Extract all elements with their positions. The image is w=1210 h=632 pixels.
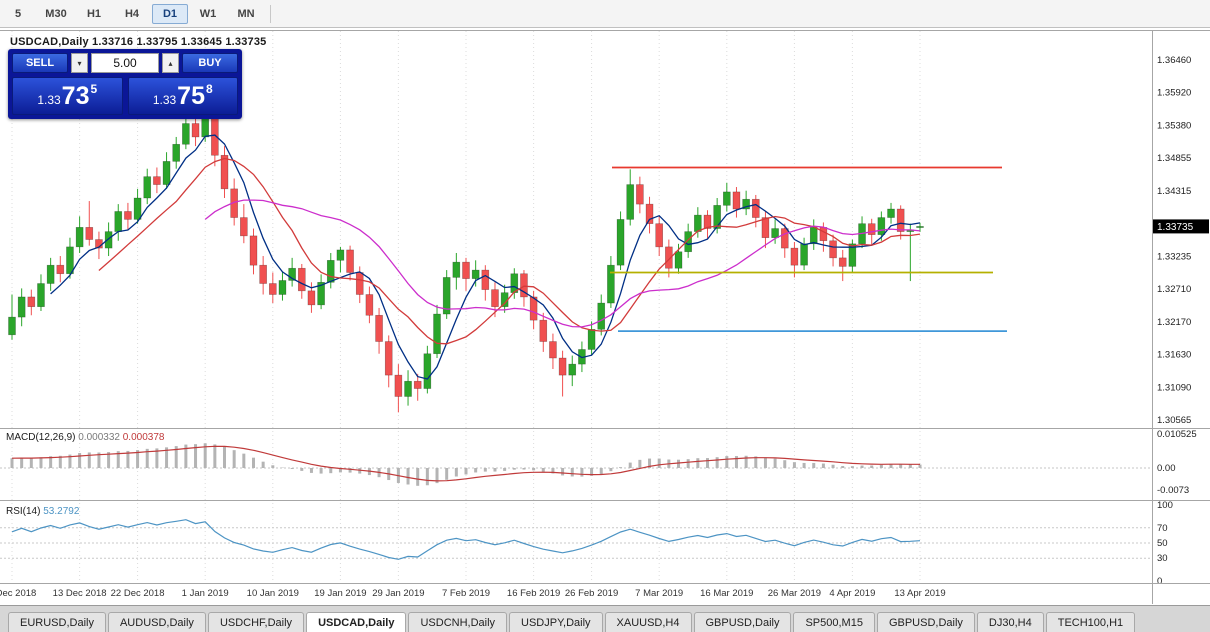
rsi-axis-label: 100 bbox=[1157, 500, 1173, 511]
buy-price-button[interactable]: 1.33 75 8 bbox=[127, 77, 238, 115]
chart-grid bbox=[11, 31, 921, 583]
chart-tab-gbpusd-daily[interactable]: GBPUSD,Daily bbox=[693, 612, 792, 632]
svg-text:1.33735: 1.33735 bbox=[1157, 222, 1194, 233]
macd-label: MACD(12,26,9) 0.000332 0.000378 bbox=[6, 432, 165, 443]
trade-controls-row: SELL ▾ 5.00 ▴ BUY bbox=[12, 53, 238, 73]
svg-text:13 Apr 2019: 13 Apr 2019 bbox=[894, 588, 945, 599]
sell-price-big-digits: 73 bbox=[61, 81, 90, 110]
chart-tab-xauusd-h4[interactable]: XAUUSD,H4 bbox=[604, 612, 692, 632]
timeframe-button-h1[interactable]: H1 bbox=[86, 7, 102, 20]
svg-text:1.33235: 1.33235 bbox=[1157, 251, 1191, 262]
timeframe-button-m30[interactable]: M30 bbox=[45, 7, 67, 20]
svg-text:13 Dec 2018: 13 Dec 2018 bbox=[53, 588, 107, 599]
rsi-line bbox=[11, 519, 921, 560]
rsi-axis-label: 70 bbox=[1157, 523, 1168, 534]
macd-axis-label: -0.0073 bbox=[1157, 485, 1189, 496]
toolbar-separator bbox=[270, 4, 271, 23]
svg-text:1.35380: 1.35380 bbox=[1157, 120, 1191, 131]
chart-tab-usdjpy-daily[interactable]: USDJPY,Daily bbox=[509, 612, 603, 632]
chart-tab-usdcad-daily[interactable]: USDCAD,Daily bbox=[306, 612, 407, 632]
svg-text:7 Feb 2019: 7 Feb 2019 bbox=[442, 588, 490, 599]
chevron-up-icon: ▴ bbox=[168, 58, 173, 68]
chart-canvas[interactable]: 1.364601.359201.353801.348551.343151.337… bbox=[0, 28, 1210, 605]
svg-text:1.34315: 1.34315 bbox=[1157, 186, 1191, 197]
svg-text:26 Mar 2019: 26 Mar 2019 bbox=[768, 588, 821, 599]
sell-button[interactable]: SELL bbox=[12, 53, 68, 73]
timeframe-button-d1[interactable]: D1 bbox=[152, 3, 188, 24]
svg-text:1.31630: 1.31630 bbox=[1157, 350, 1191, 361]
rsi-axis-label: 0 bbox=[1157, 576, 1162, 587]
svg-text:22 Dec 2018: 22 Dec 2018 bbox=[111, 588, 165, 599]
sell-price-button[interactable]: 1.33 73 5 bbox=[12, 77, 123, 115]
current-price-tag: 1.33735 bbox=[1153, 219, 1209, 234]
svg-text:1.36460: 1.36460 bbox=[1157, 55, 1191, 66]
svg-text:10 Jan 2019: 10 Jan 2019 bbox=[247, 588, 299, 599]
moving-average-line bbox=[50, 134, 921, 380]
macd-axis-label: 0.00 bbox=[1157, 463, 1176, 474]
chart-tab-eurusd-daily[interactable]: EURUSD,Daily bbox=[8, 612, 106, 632]
macd-signal-line bbox=[11, 445, 920, 482]
volume-decrease-button[interactable]: ▾ bbox=[71, 53, 88, 73]
chart-tab-sp500-m15[interactable]: SP500,M15 bbox=[793, 612, 875, 632]
moving-average-line bbox=[98, 157, 921, 345]
trade-prices-row: 1.33 73 5 1.33 75 8 bbox=[12, 77, 238, 115]
sell-price-pip-digit: 5 bbox=[90, 82, 98, 96]
svg-text:29 Jan 2019: 29 Jan 2019 bbox=[372, 588, 424, 599]
svg-text:26 Feb 2019: 26 Feb 2019 bbox=[565, 588, 618, 599]
sell-price-prefix: 1.33 bbox=[37, 93, 61, 107]
chart-tab-gbpusd-daily[interactable]: GBPUSD,Daily bbox=[876, 612, 975, 632]
rsi-axis-label: 30 bbox=[1157, 553, 1168, 564]
svg-text:7 Mar 2019: 7 Mar 2019 bbox=[635, 588, 683, 599]
candlestick-layer bbox=[8, 106, 924, 413]
macd-axis-label: 0.010525 bbox=[1157, 429, 1197, 440]
svg-text:1.35920: 1.35920 bbox=[1157, 88, 1191, 99]
chart-ohlc-header: USDCAD,Daily 1.33716 1.33795 1.33645 1.3… bbox=[10, 36, 267, 48]
timeframe-button-mn[interactable]: MN bbox=[237, 7, 255, 20]
chart-tab-bar: EURUSD,Daily AUDUSD,Daily USDCHF,Daily USDC… bbox=[0, 605, 1210, 632]
chevron-down-icon: ▾ bbox=[77, 58, 82, 68]
svg-text:16 Mar 2019: 16 Mar 2019 bbox=[700, 588, 753, 599]
chart-tab-dj30-h4[interactable]: DJ30,H4 bbox=[976, 612, 1044, 632]
timeframe-button-w1[interactable]: W1 bbox=[199, 7, 217, 20]
chart-window: 1.364601.359201.353801.348551.343151.337… bbox=[0, 28, 1210, 605]
timeframe-toolbar: 5 M30 H1 H4 D1 W1 MN bbox=[0, 0, 1210, 28]
volume-input[interactable]: 5.00 bbox=[91, 53, 159, 73]
svg-text:19 Jan 2019: 19 Jan 2019 bbox=[314, 588, 366, 599]
svg-text:4 Dec 2018: 4 Dec 2018 bbox=[0, 588, 36, 599]
svg-text:1.34855: 1.34855 bbox=[1157, 153, 1191, 164]
rsi-axis-label: 50 bbox=[1157, 538, 1168, 549]
svg-text:1.32710: 1.32710 bbox=[1157, 284, 1191, 295]
svg-text:1.32170: 1.32170 bbox=[1157, 317, 1191, 328]
rsi-label: RSI(14) 53.2792 bbox=[6, 506, 80, 517]
chart-tab-usdcnh-daily[interactable]: USDCNH,Daily bbox=[408, 612, 508, 632]
svg-text:1.31090: 1.31090 bbox=[1157, 382, 1191, 393]
timeframe-button-5[interactable]: 5 bbox=[14, 7, 22, 20]
one-click-trading-panel: SELL ▾ 5.00 ▴ BUY 1.33 73 5 1.33 75 8 bbox=[8, 49, 242, 119]
moving-average-line bbox=[204, 199, 921, 328]
svg-text:16 Feb 2019: 16 Feb 2019 bbox=[507, 588, 560, 599]
svg-text:1 Jan 2019: 1 Jan 2019 bbox=[182, 588, 229, 599]
volume-increase-button[interactable]: ▴ bbox=[162, 53, 179, 73]
timeframe-button-h4[interactable]: H4 bbox=[124, 7, 140, 20]
svg-text:1.30565: 1.30565 bbox=[1157, 415, 1191, 426]
buy-button[interactable]: BUY bbox=[182, 53, 238, 73]
chart-tab-tech100-h1[interactable]: TECH100,H1 bbox=[1045, 612, 1136, 632]
buy-price-pip-digit: 8 bbox=[205, 82, 213, 96]
chart-tab-audusd-daily[interactable]: AUDUSD,Daily bbox=[107, 612, 206, 632]
price-axis: 1.36460 1.35920 1.35380 1.34855 1.34315 1.337… bbox=[1157, 55, 1191, 426]
date-axis: 4 Dec 2018 13 Dec 2018 22 Dec 2018 1 Jan 20… bbox=[0, 588, 946, 599]
svg-text:4 Apr 2019: 4 Apr 2019 bbox=[829, 588, 875, 599]
buy-price-big-digits: 75 bbox=[177, 81, 205, 110]
buy-price-prefix: 1.33 bbox=[152, 93, 177, 107]
chart-tab-usdchf-daily[interactable]: USDCHF,Daily bbox=[207, 612, 305, 632]
